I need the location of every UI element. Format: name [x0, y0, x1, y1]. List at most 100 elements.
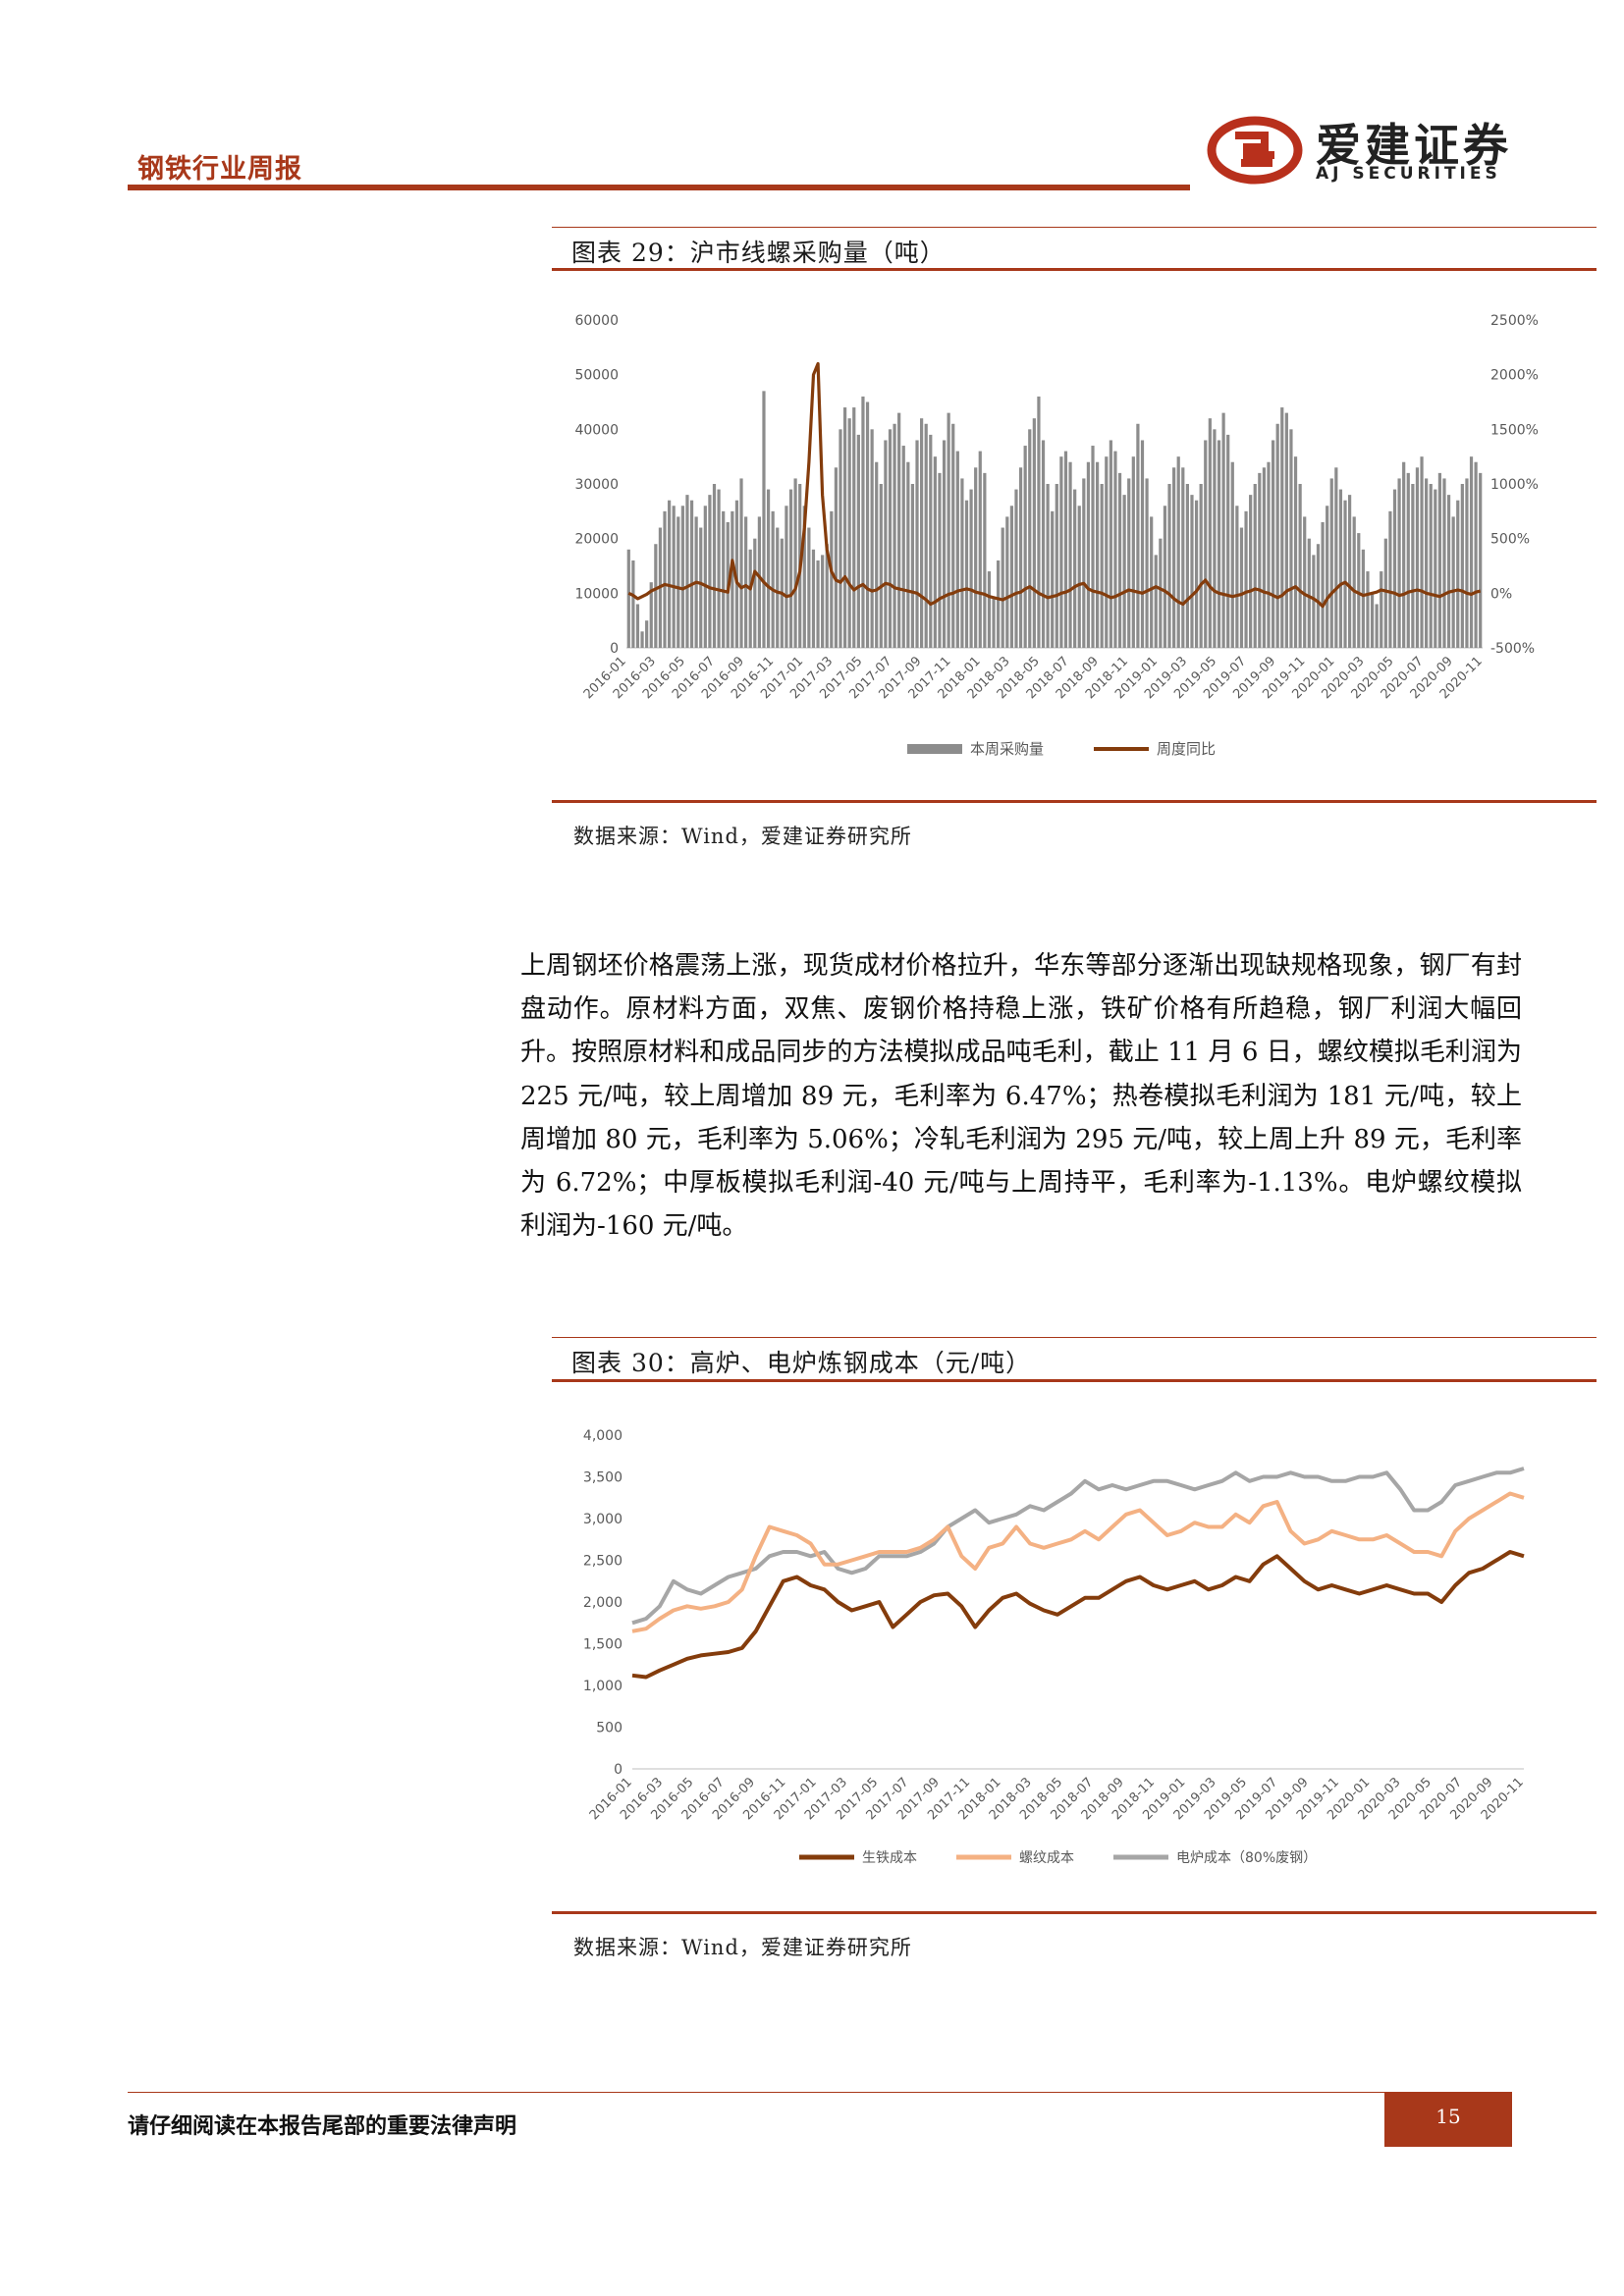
bar	[1018, 467, 1023, 648]
bar	[924, 423, 928, 648]
bar	[1298, 484, 1302, 648]
bar	[1073, 489, 1077, 648]
bar	[1425, 478, 1429, 648]
bar	[1127, 478, 1131, 648]
bar	[933, 456, 937, 648]
bar	[960, 478, 964, 648]
bar	[825, 544, 829, 648]
bar	[1023, 446, 1027, 648]
bar	[663, 510, 667, 648]
bar	[699, 527, 703, 648]
bar	[1235, 506, 1239, 648]
bar	[1415, 467, 1420, 648]
bar	[1267, 461, 1271, 648]
bar	[1380, 571, 1383, 648]
bar	[766, 489, 771, 648]
bar	[830, 510, 834, 648]
figure2-title: 图表 30：高炉、电炉炼钢成本（元/吨）	[571, 1349, 1032, 1377]
bar	[1293, 456, 1298, 648]
y-right-tick-label: 2500%	[1490, 313, 1539, 329]
bar	[884, 440, 888, 648]
bar	[689, 500, 694, 648]
bar	[842, 407, 847, 648]
bar	[1230, 461, 1234, 648]
bar	[1032, 418, 1036, 648]
footer-disclaimer: 请仔细阅读在本报告尾部的重要法律声明	[128, 2114, 517, 2139]
bar	[1077, 506, 1081, 648]
bar	[1312, 555, 1316, 648]
bar	[1375, 604, 1379, 648]
header-rule	[128, 185, 1190, 190]
bar	[1244, 510, 1248, 648]
bar	[1113, 451, 1117, 648]
bar	[1009, 506, 1014, 648]
bar	[1005, 516, 1009, 648]
bar	[1213, 429, 1217, 648]
bar	[901, 446, 905, 648]
bar	[1420, 456, 1424, 648]
bar	[649, 582, 653, 648]
bar	[1055, 484, 1058, 648]
series-line	[631, 1467, 1525, 1626]
bar	[1221, 412, 1225, 648]
bar	[1150, 516, 1154, 648]
bar	[1334, 467, 1338, 648]
figure1-title-rule	[552, 268, 1597, 271]
footer-rule	[128, 2092, 1512, 2093]
bar	[1474, 461, 1478, 648]
bar	[1253, 484, 1257, 648]
bar	[667, 500, 672, 648]
bar	[722, 510, 726, 648]
bar	[635, 604, 640, 648]
bar	[1117, 472, 1122, 648]
bar	[1208, 418, 1212, 648]
bar	[1172, 467, 1176, 648]
bar	[672, 506, 676, 648]
bar	[1446, 495, 1451, 648]
bar	[1361, 549, 1365, 648]
bar	[1329, 478, 1333, 648]
bar	[717, 489, 721, 648]
bar	[1370, 593, 1375, 648]
bar	[1037, 396, 1041, 648]
bar	[821, 555, 825, 648]
y-tick-label: 0	[614, 1762, 623, 1778]
bar	[757, 516, 761, 648]
y-tick-label: 2,000	[583, 1595, 623, 1611]
bar	[1460, 484, 1464, 648]
bar	[1100, 484, 1104, 648]
bar	[942, 440, 947, 648]
body-paragraph: 上周钢坯价格震荡上涨，现货成材价格拉升，华东等部分逐渐出现缺规格现象，钢厂有封盘…	[520, 944, 1522, 1248]
bar	[1091, 446, 1095, 648]
bar	[1352, 516, 1356, 648]
bar	[906, 461, 910, 648]
bar	[1163, 506, 1167, 648]
bar	[744, 516, 748, 648]
bar	[1437, 472, 1442, 648]
bar	[920, 418, 924, 648]
bar	[1479, 472, 1483, 648]
bar	[1388, 510, 1392, 648]
bar	[1316, 544, 1321, 648]
bar	[1082, 478, 1086, 648]
y-left-tick-label: 0	[610, 641, 619, 657]
bar	[776, 527, 780, 648]
y-right-tick-label: 2000%	[1490, 368, 1539, 384]
bar	[1289, 429, 1293, 648]
bar	[1159, 538, 1163, 648]
bar	[1190, 495, 1194, 648]
bar	[1131, 456, 1135, 648]
bar	[631, 560, 635, 648]
bar	[1199, 484, 1203, 648]
bar	[1429, 484, 1433, 648]
bar	[1194, 500, 1199, 648]
bar	[974, 467, 978, 648]
bar	[1284, 412, 1288, 648]
bar	[1051, 510, 1055, 648]
bar	[645, 620, 649, 648]
bar	[1275, 423, 1279, 648]
bar	[640, 631, 644, 648]
bar	[1280, 407, 1284, 648]
bar	[1154, 555, 1158, 648]
bar	[951, 423, 955, 648]
